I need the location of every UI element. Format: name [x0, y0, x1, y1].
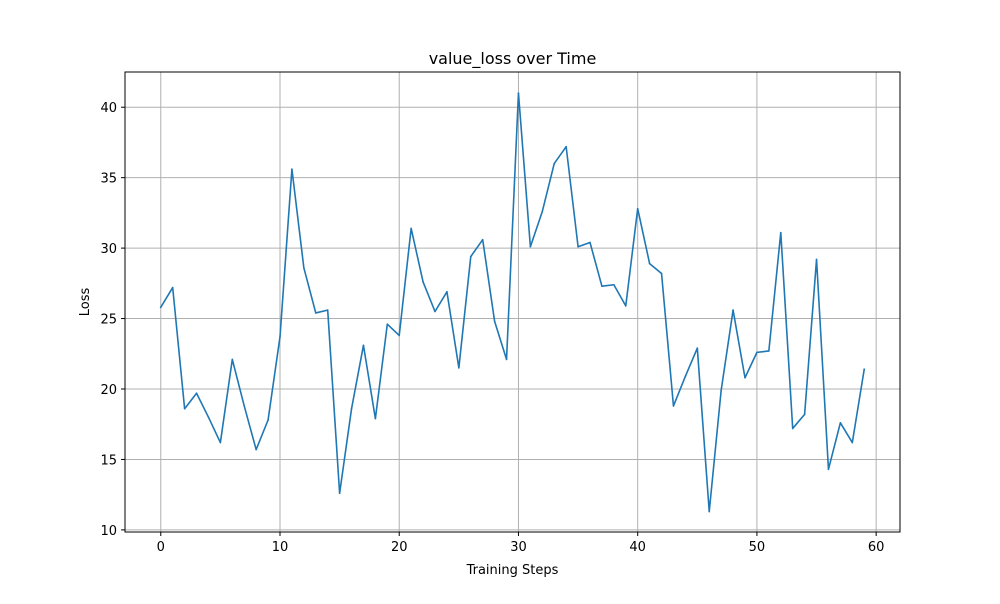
data-point [374, 417, 377, 420]
data-point [207, 416, 210, 418]
data-point [648, 262, 651, 265]
data-point [410, 227, 412, 230]
data-point [362, 344, 365, 347]
data-point [636, 207, 639, 210]
data-point [422, 281, 424, 283]
data-point [541, 210, 544, 213]
data-point [434, 310, 436, 313]
data-point [696, 347, 699, 349]
y-tick-label: 35 [100, 172, 117, 187]
data-point [744, 376, 746, 379]
data-point [350, 407, 353, 410]
x-tick-label: 50 [749, 540, 766, 555]
data-point [732, 309, 734, 311]
data-point [458, 367, 460, 369]
x-axis-label: Training Steps [466, 563, 559, 578]
data-point [863, 368, 866, 371]
series-line [159, 92, 866, 513]
data-point [159, 306, 162, 309]
data-point [827, 468, 830, 471]
x-tick-label: 40 [629, 540, 646, 555]
data-point [481, 238, 484, 241]
data-point [768, 350, 770, 352]
data-point [469, 255, 472, 258]
series-group [159, 92, 866, 513]
x-tick-label: 10 [272, 540, 289, 555]
data-point [815, 258, 818, 261]
data-point [565, 145, 567, 148]
data-point [303, 267, 305, 269]
data-point [756, 351, 758, 354]
y-axis: 10 15 20 25 30 35 40 [100, 101, 125, 539]
data-point [386, 323, 389, 325]
x-tick-label: 20 [391, 540, 408, 555]
y-tick-label: 10 [100, 524, 117, 539]
data-point [446, 290, 448, 293]
data-point [231, 358, 234, 361]
data-point [851, 441, 854, 444]
data-point [219, 441, 222, 444]
data-point [684, 375, 687, 378]
x-tick-label: 30 [510, 540, 527, 555]
chart-title: value_loss over Time [429, 49, 597, 69]
x-tick-label: 60 [868, 540, 885, 555]
data-point [791, 427, 794, 430]
data-point [779, 231, 782, 234]
data-point [529, 245, 532, 248]
data-point [398, 334, 401, 337]
data-point [326, 309, 329, 311]
plot-area-frame [124, 71, 901, 533]
data-point [195, 392, 198, 395]
data-point [517, 92, 520, 94]
data-point [171, 286, 174, 289]
data-point [839, 422, 842, 424]
data-point [803, 413, 806, 416]
data-point [493, 320, 496, 323]
y-tick-label: 25 [100, 313, 117, 328]
data-point [279, 336, 281, 338]
y-tick-label: 40 [100, 101, 117, 116]
grid [125, 72, 900, 532]
data-point [243, 405, 246, 407]
data-point [314, 312, 317, 314]
y-axis-label: Loss [78, 288, 93, 317]
data-point [589, 241, 591, 244]
data-point [338, 492, 341, 495]
x-axis: 0 10 20 30 40 50 60 [157, 532, 885, 555]
data-point [553, 162, 556, 165]
data-point [720, 389, 722, 392]
y-tick-label: 15 [100, 453, 117, 468]
y-tick-label: 30 [100, 242, 117, 257]
data-point [267, 419, 269, 421]
data-point [577, 245, 579, 248]
data-point [505, 358, 508, 361]
data-point [601, 285, 603, 287]
data-point [255, 448, 257, 451]
data-point [624, 305, 627, 307]
data-point [291, 168, 293, 171]
data-point [672, 405, 675, 407]
data-point [183, 407, 186, 410]
data-point [613, 283, 615, 286]
y-tick-label: 20 [100, 383, 117, 398]
x-tick-label: 0 [157, 540, 165, 555]
data-point [708, 510, 711, 513]
data-point [660, 272, 663, 275]
